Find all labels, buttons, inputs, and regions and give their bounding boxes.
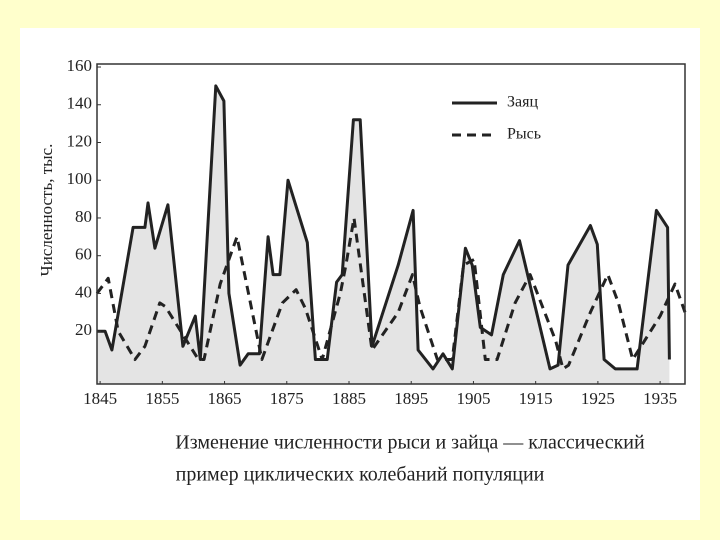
y-tick-label: 40	[75, 282, 92, 301]
x-tick-label: 1915	[519, 389, 553, 408]
x-tick-label: 1925	[581, 389, 615, 408]
x-tick-label: 1935	[643, 389, 677, 408]
y-tick-label: 100	[67, 169, 93, 188]
area	[97, 85, 670, 385]
y-axis-label: Численность, тыс.	[37, 144, 56, 277]
caption-line: пример циклических колебаний популяции	[176, 464, 545, 486]
legend-label: Заяц	[507, 94, 538, 111]
y-tick-label: 120	[67, 131, 93, 150]
x-tick-label: 1865	[208, 389, 242, 408]
y-tick-label: 80	[75, 207, 92, 226]
x-tick-label: 1855	[145, 389, 179, 408]
y-tick-label: 20	[75, 320, 92, 339]
x-tick-label: 1895	[394, 389, 428, 408]
y-tick-label: 140	[67, 94, 93, 113]
y-tick-label: 60	[75, 245, 92, 264]
x-tick-label: 1885	[332, 389, 366, 408]
x-tick-label: 1905	[456, 389, 490, 408]
plot-frame	[96, 63, 686, 385]
x-tick-label: 1845	[83, 389, 117, 408]
caption-line: Изменение численности рыси и зайца — кла…	[175, 432, 645, 454]
y-tick-label: 160	[67, 56, 93, 75]
line	[97, 84, 671, 371]
legend-label: Рысь	[507, 126, 541, 143]
line	[95, 216, 687, 371]
x-tick-label: 1875	[270, 389, 304, 408]
